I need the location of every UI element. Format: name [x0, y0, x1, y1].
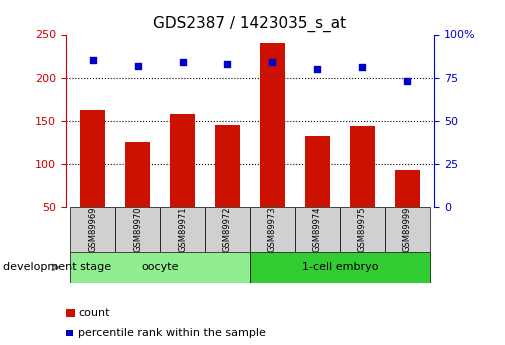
Bar — [305, 136, 330, 207]
Bar — [350, 126, 375, 207]
Bar — [80, 110, 105, 207]
Point — [133, 63, 141, 68]
Bar — [115, 207, 160, 252]
Text: percentile rank within the sample: percentile rank within the sample — [78, 328, 266, 338]
Bar — [250, 207, 295, 252]
Point — [403, 78, 412, 84]
Bar — [385, 207, 430, 252]
Bar — [125, 142, 150, 207]
Bar — [160, 207, 205, 252]
Bar — [295, 207, 340, 252]
Text: oocyte: oocyte — [141, 263, 179, 272]
Bar — [205, 207, 250, 252]
Bar — [250, 252, 430, 283]
Bar — [260, 43, 285, 207]
Text: GSM89973: GSM89973 — [268, 207, 277, 252]
Text: count: count — [78, 308, 110, 318]
Point — [223, 61, 231, 67]
Text: GSM89970: GSM89970 — [133, 207, 142, 252]
Text: GSM89969: GSM89969 — [88, 207, 97, 252]
Point — [269, 59, 277, 65]
Bar — [66, 330, 73, 336]
Text: development stage: development stage — [3, 263, 111, 272]
Point — [314, 66, 322, 72]
Text: 1-cell embryo: 1-cell embryo — [301, 263, 378, 272]
Text: GSM89971: GSM89971 — [178, 207, 187, 252]
Point — [178, 59, 186, 65]
Point — [88, 58, 96, 63]
Bar — [66, 309, 75, 317]
Title: GDS2387 / 1423035_s_at: GDS2387 / 1423035_s_at — [154, 16, 346, 32]
Bar — [395, 170, 420, 207]
Bar — [70, 252, 250, 283]
Text: GSM89972: GSM89972 — [223, 207, 232, 252]
Text: GSM89999: GSM89999 — [403, 207, 412, 252]
Point — [359, 65, 367, 70]
Bar — [170, 114, 195, 207]
Text: GSM89975: GSM89975 — [358, 207, 367, 252]
Bar — [215, 125, 240, 207]
Bar — [70, 207, 115, 252]
Bar — [340, 207, 385, 252]
Text: GSM89974: GSM89974 — [313, 207, 322, 252]
